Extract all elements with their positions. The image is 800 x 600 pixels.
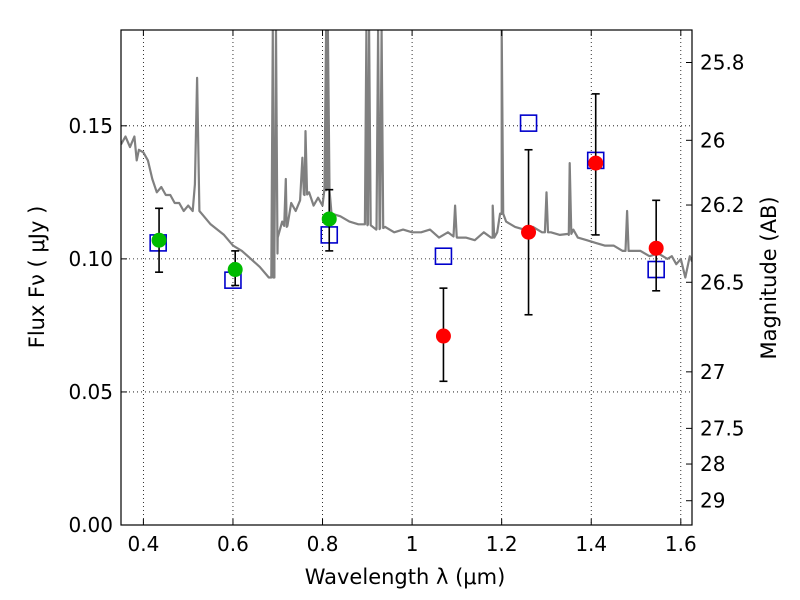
- y-axis-title: Flux Fν ( μJy ): [25, 206, 49, 349]
- photometry-point: [588, 155, 604, 171]
- right-tick-label: 26.5: [700, 270, 745, 294]
- photometry-point: [321, 211, 337, 227]
- x-tick-label: 1: [406, 532, 419, 556]
- photometry-point: [435, 328, 451, 344]
- grid: [121, 30, 692, 526]
- x-tick-label: 0.8: [307, 532, 339, 556]
- plot-area: [121, 30, 692, 383]
- x-tick-label: 0.4: [127, 532, 159, 556]
- photometry-point: [648, 240, 664, 256]
- plot-frame: [120, 29, 693, 526]
- y-tick-label: 0.00: [68, 513, 113, 537]
- y-tick-label: 0.10: [68, 247, 113, 271]
- axes: 0.4 0.6 0.8 1 1.2 1.4 1.6 0.00 0.05 0.10 0.15 25.8 2…: [68, 30, 745, 556]
- right-tick-label: 29: [700, 489, 725, 513]
- y-tick-label: 0.05: [68, 380, 113, 404]
- right-tick-label: 26.2: [700, 193, 745, 217]
- model-square-marker: [434, 247, 453, 266]
- right-tick-label: 27: [700, 360, 725, 384]
- photometry-point: [151, 232, 167, 248]
- photometry-point: [521, 224, 537, 240]
- y-tick-label: 0.15: [68, 114, 113, 138]
- right-tick-label: 25.8: [700, 50, 745, 74]
- right-axis-title: Magnitude (AB): [757, 196, 781, 359]
- right-tick-label: 27.5: [700, 416, 745, 440]
- x-tick-label: 0.6: [217, 532, 249, 556]
- right-tick-label: 28: [700, 452, 725, 476]
- spectrum-line: [121, 30, 692, 279]
- model-square-marker: [519, 114, 538, 132]
- x-tick-label: 1.2: [486, 532, 518, 556]
- photometry-point: [227, 262, 243, 278]
- x-axis-title: Wavelength λ (μm): [305, 565, 506, 589]
- x-tick-label: 1.6: [665, 532, 697, 556]
- right-tick-label: 26: [700, 128, 725, 152]
- x-tick-label: 1.4: [575, 532, 607, 556]
